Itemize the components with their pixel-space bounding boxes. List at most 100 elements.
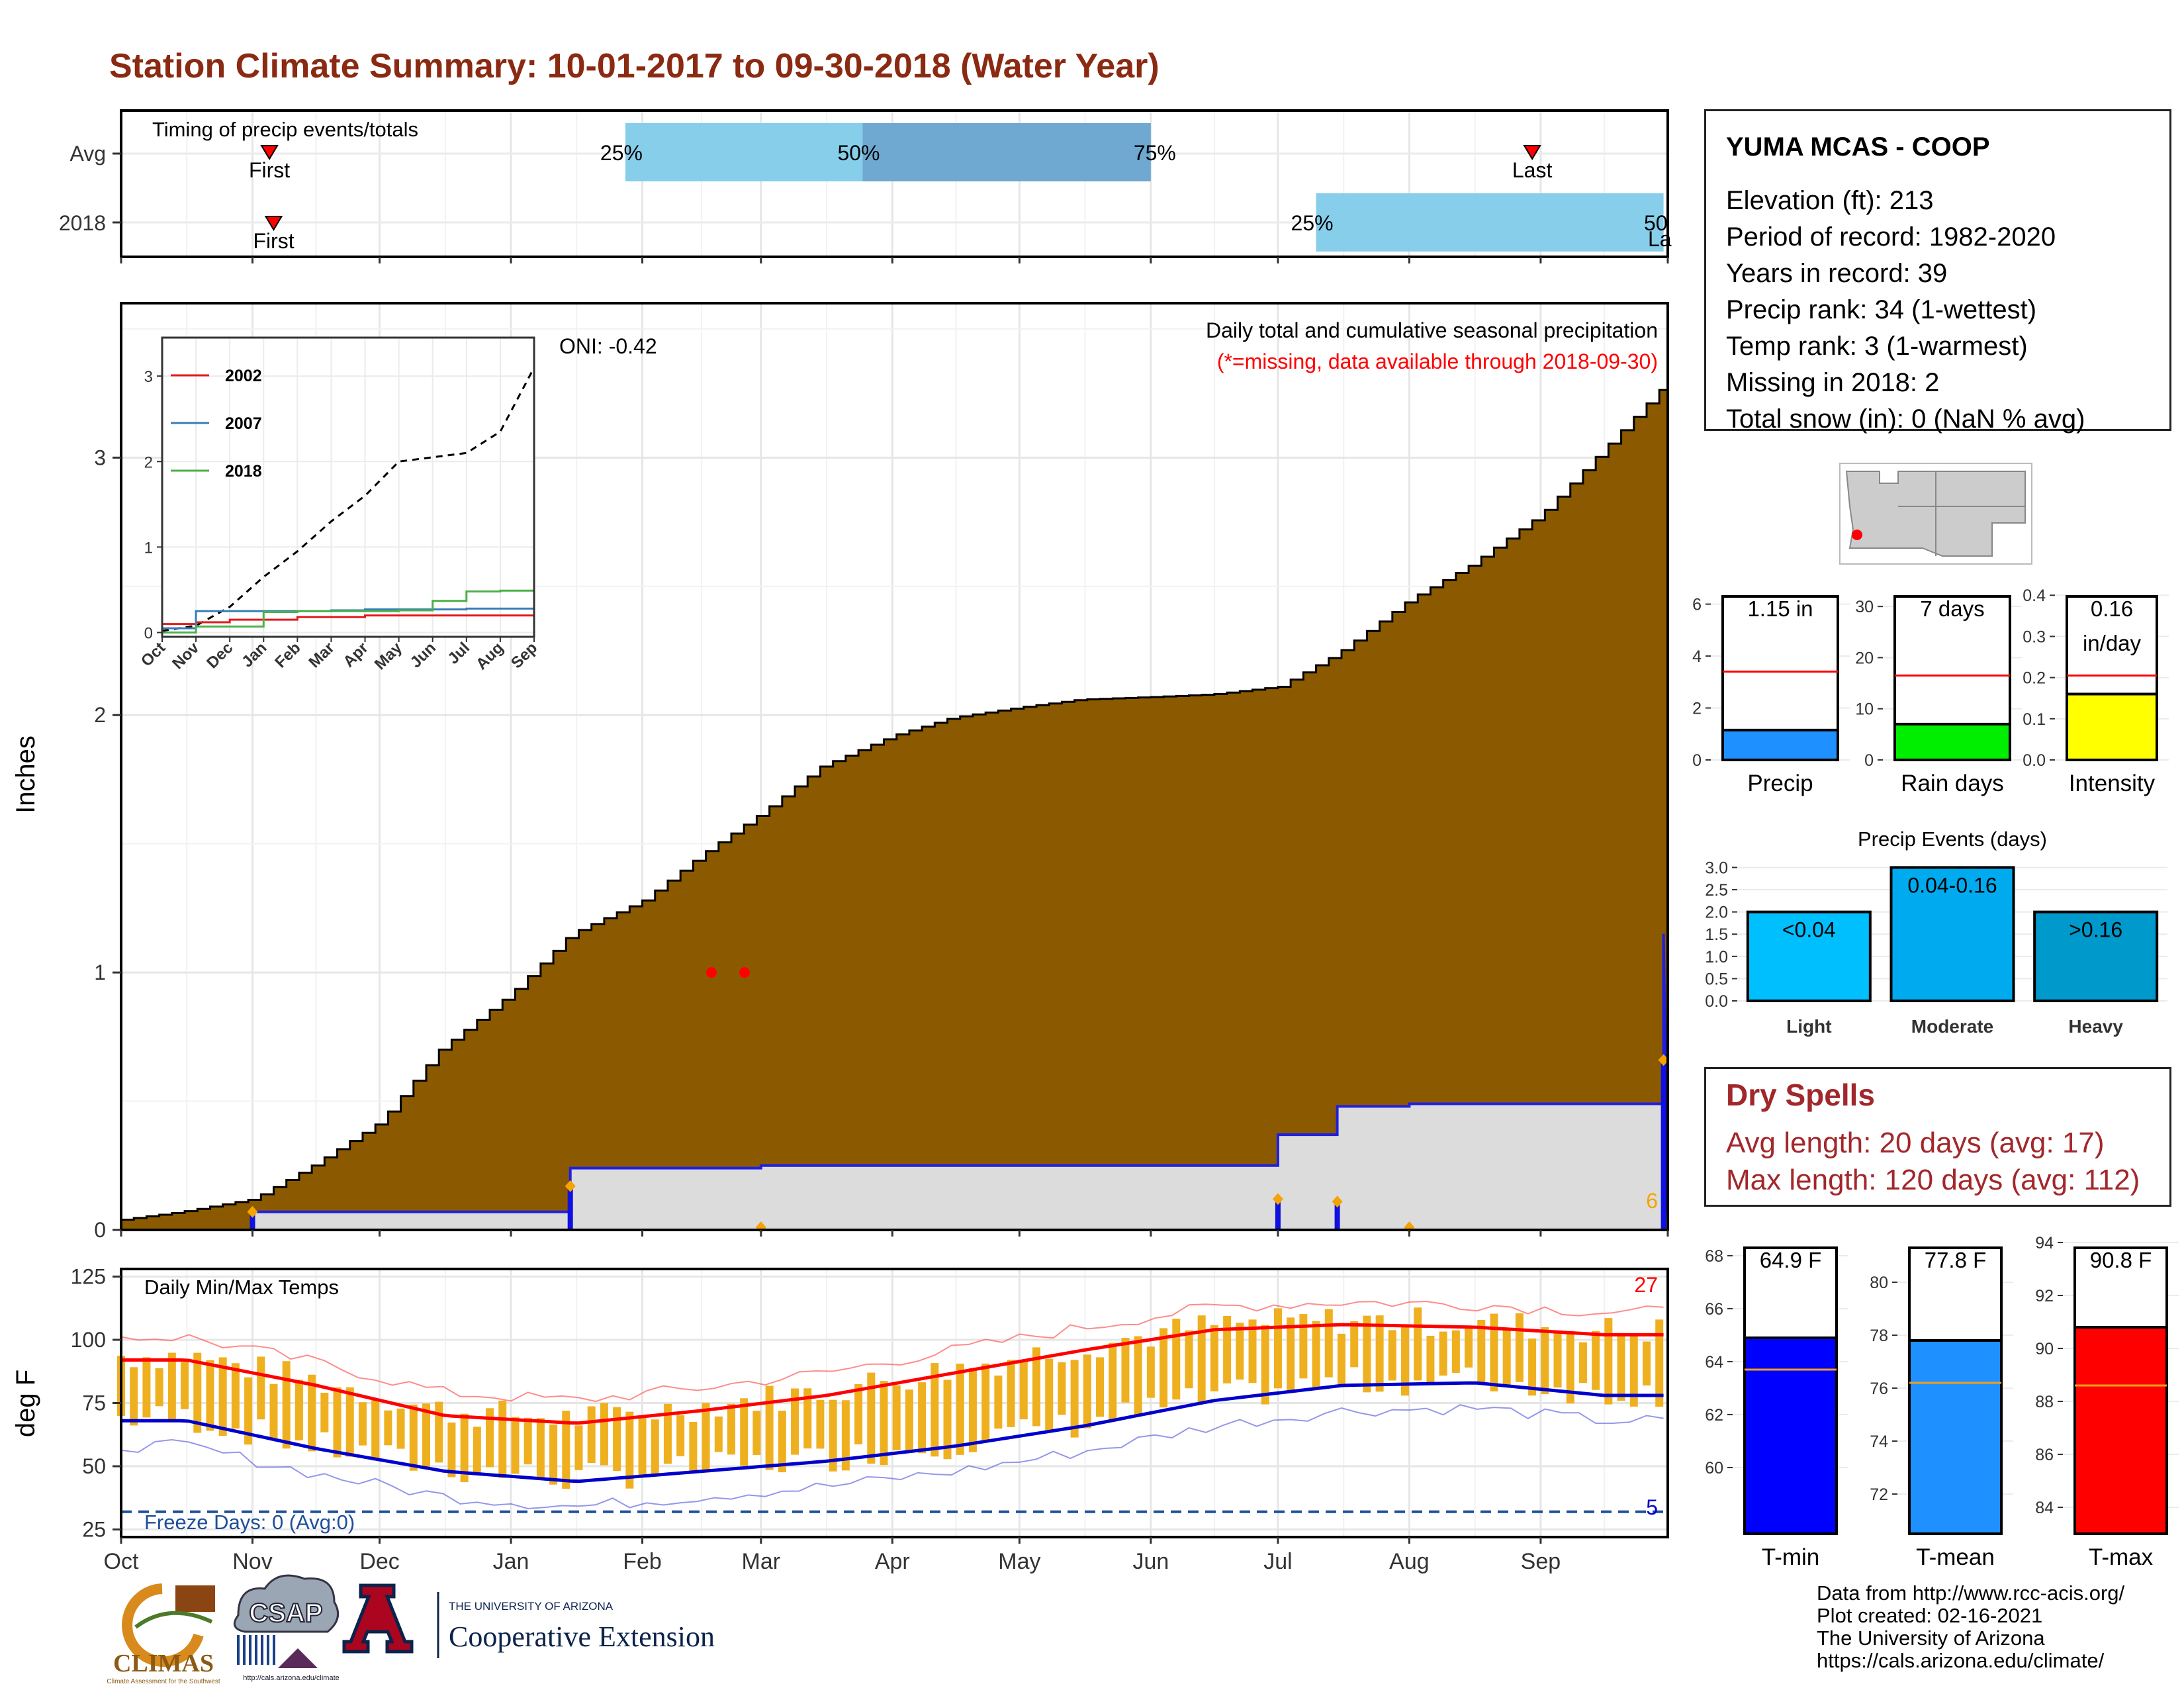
inset-y-tick-label: 0 (144, 625, 153, 643)
daily-temp-bar (295, 1380, 303, 1440)
daily-temp-bar (282, 1361, 291, 1449)
daily-temp-bar (1566, 1333, 1574, 1404)
precip-panel-frame (120, 302, 1669, 1231)
daily-temp-bar (1426, 1336, 1435, 1384)
precip-gauge-category-label: Precip (1747, 771, 1813, 796)
csap-logo-text: CSAP (249, 1599, 322, 1628)
daily-temp-bar (130, 1367, 138, 1426)
page-title: Station Climate Summary: 10-01-2017 to 0… (109, 47, 1160, 85)
temp-y-tick-label: 100 (71, 1328, 106, 1352)
intensity-gauge-y-tick-label: 0.3 (2023, 628, 2046, 646)
daily-temp-bar (663, 1403, 672, 1464)
daily-temp-bar (956, 1363, 964, 1455)
tmax-gauge-y-tick-label: 94 (2035, 1234, 2054, 1252)
daily-temp-bar (1465, 1328, 1473, 1368)
inset-bg (162, 338, 534, 637)
tmean-gauge-y-tick-label: 78 (1870, 1327, 1888, 1345)
temp-x-tick-label: May (998, 1549, 1040, 1574)
daily-temp-bar (1070, 1360, 1079, 1438)
daily-temp-bar (1032, 1347, 1040, 1427)
record-min-line (120, 1404, 1664, 1509)
daily-temp-bar (1287, 1317, 1295, 1392)
daily-precip-bar (567, 1186, 573, 1230)
daily-temp-bar (193, 1352, 202, 1433)
events-y-tick-label: 2.5 (1705, 881, 1728, 900)
daily-temp-bar (523, 1417, 532, 1465)
daily-temp-bar (1083, 1354, 1091, 1429)
rain-days-gauge-y-tick-label: 0 (1864, 751, 1874, 770)
daily-temp-bar (155, 1368, 163, 1407)
intensity-gauge-y-tick-label: 0.4 (2023, 586, 2046, 605)
rain-days-gauge-value-label: 7 days (1920, 596, 1984, 621)
daily-temp-bar (651, 1419, 659, 1476)
tmin-gauge-y-tick-label: 66 (1705, 1300, 1723, 1319)
precip-count-label: 6 (1646, 1189, 1658, 1213)
intensity-gauge-y-tick-label: 0.2 (2023, 669, 2046, 688)
station-elevation: Elevation (ft): 213 (1726, 186, 1934, 215)
daily-temp-bar (384, 1410, 392, 1446)
temp-y-tick-label: 125 (71, 1264, 106, 1288)
daily-temp-bar (320, 1392, 329, 1432)
temp-x-tick-label: Mar (742, 1549, 781, 1574)
station-missing: Missing in 2018: 2 (1726, 368, 1940, 397)
inset-legend-label: 2002 (225, 367, 262, 385)
daily-temp-bar (1528, 1338, 1537, 1396)
daily-temp-bar (1363, 1315, 1371, 1393)
missing-data-marker (739, 967, 750, 978)
daily-temp-bar (536, 1418, 545, 1477)
temp-x-tick-label: Nov (232, 1549, 272, 1574)
daily-temp-bar (244, 1377, 253, 1445)
station-precip-rank: Precip rank: 34 (1-wettest) (1726, 295, 2037, 324)
first-label-avg: First (249, 158, 290, 182)
daily-temp-bar (676, 1415, 685, 1456)
precip-event-bar-label: 0.04-0.16 (1907, 873, 1997, 897)
tmin-gauge-value-label: 64.9 F (1760, 1248, 1822, 1272)
daily-temp-bar (1592, 1331, 1600, 1390)
timing-bar-avg-q1 (625, 123, 863, 181)
ua-logo-big-text: Cooperative Extension (449, 1620, 715, 1653)
daily-precip-marker (565, 1180, 576, 1192)
last-marker-avg (1523, 145, 1541, 160)
rain-days-gauge-category-label: Rain days (1901, 771, 2004, 796)
precip-annotation: Daily total and cumulative seasonal prec… (1206, 318, 1658, 342)
daily-temp-bar (892, 1385, 901, 1450)
daily-precip-bar (250, 1211, 255, 1230)
daily-temp-bar (396, 1408, 405, 1449)
oni-label: ONI: -0.42 (559, 334, 657, 358)
timing-row-avg: Avg (69, 142, 106, 165)
precip-event-bar-heavy (2033, 910, 2159, 1002)
timing-bar-avg-q2 (862, 123, 1151, 181)
daily-temp-bar (1324, 1309, 1333, 1378)
credit-source: Data from http://www.rcc-acis.org/ (1817, 1581, 2125, 1605)
daily-temp-bar (269, 1383, 278, 1438)
cold-days-count: 5 (1646, 1495, 1658, 1519)
events-y-tick-label: 0.5 (1705, 970, 1728, 988)
precip-events-title: Precip Events (days) (1858, 827, 2047, 851)
daily-temp-bar (1223, 1315, 1232, 1383)
daily-precip-bar (1334, 1201, 1340, 1230)
timing-panel-label: Timing of precip events/totals (152, 118, 418, 141)
tmin-gauge-category-label: T-min (1762, 1544, 1820, 1570)
events-y-tick-label: 0.0 (1705, 992, 1728, 1011)
station-lines: Elevation (ft): 213 Period of record: 19… (1726, 183, 2085, 438)
daily-temp-bar (358, 1402, 367, 1446)
station-temp-rank: Temp rank: 3 (1-warmest) (1726, 332, 2028, 361)
daily-temp-bar (1299, 1314, 1308, 1379)
timing-pct25-2018: 25% (1291, 211, 1334, 235)
ua-logo-a (342, 1583, 414, 1654)
daily-temp-bar (880, 1381, 888, 1466)
temp-x-tick-label: Jun (1132, 1549, 1169, 1574)
precip-gauge-y-tick-label: 4 (1692, 647, 1702, 666)
precip-gauge-y-tick-label: 2 (1692, 700, 1702, 718)
daily-temp-bar (600, 1403, 608, 1466)
temp-x-tick-label: Sep (1521, 1549, 1561, 1574)
daily-temp-bar (486, 1408, 494, 1468)
daily-temp-bar (1058, 1362, 1066, 1415)
daily-temp-bar (587, 1406, 596, 1464)
daily-temp-bar (1337, 1333, 1345, 1387)
inset-frame (161, 336, 535, 638)
daily-temp-bar (841, 1400, 850, 1471)
daily-temp-bar (727, 1403, 735, 1455)
events-y-tick-label: 1.0 (1705, 948, 1728, 966)
